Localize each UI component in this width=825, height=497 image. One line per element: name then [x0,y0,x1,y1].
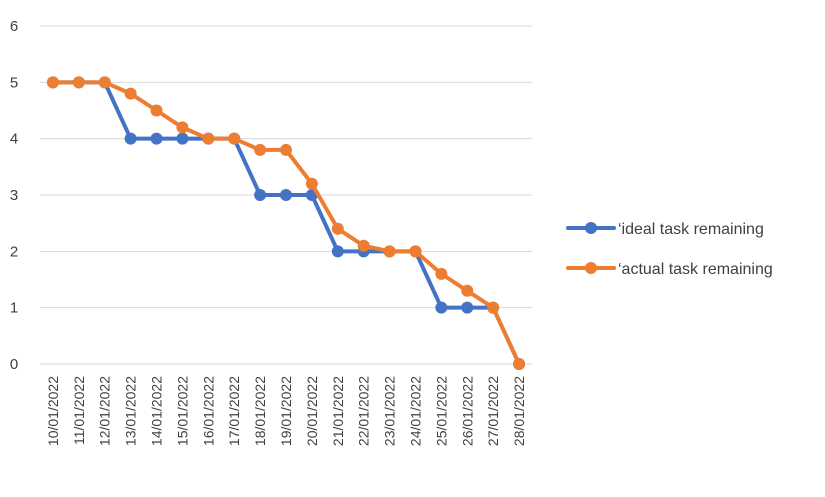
x-tick-label: 11/01/2022 [71,376,87,445]
data-point [176,121,189,134]
series-2 [46,76,526,370]
legend-swatch-marker [585,222,597,234]
data-point [383,245,396,258]
x-tick-label: 17/01/2022 [226,376,242,446]
series-line [50,80,522,366]
data-point [228,132,241,145]
x-tick-label: 22/01/2022 [356,376,372,446]
data-point [254,143,267,156]
x-tick-label: 16/01/2022 [200,376,216,446]
x-tick-label: 19/01/2022 [278,376,294,446]
data-point [461,301,474,314]
data-point [409,245,422,258]
x-tick-label: 18/01/2022 [252,376,268,446]
data-point [280,143,292,156]
x-tick-label: 12/01/2022 [97,376,113,446]
data-point [435,267,448,280]
y-tick-label: 1 [10,300,18,317]
y-tick-label: 5 [10,74,18,91]
y-tick-label: 0 [10,356,18,373]
x-tick-label: 13/01/2022 [123,376,139,446]
x-tick-label: 27/01/2022 [485,376,501,446]
data-point [124,87,137,100]
series-1 [46,76,526,370]
data-point [331,245,344,258]
data-point [254,189,267,201]
y-tick-label: 3 [10,187,18,204]
x-axis-ticks: 10/01/2022 11/01/2022 12/01/2022 13/01/2022… [45,376,527,446]
data-point [461,284,474,297]
legend: ‘ideal task remaining ‘actual task remain… [566,221,773,278]
legend-label: ‘actual task remaining [618,261,773,278]
data-point [202,132,215,145]
data-point [150,104,163,117]
data-point [331,222,344,235]
data-point [72,76,85,89]
x-tick-label: 20/01/2022 [304,376,320,446]
data-point [280,189,292,201]
y-axis-ticks: 0 1 2 3 4 5 6 [10,18,18,373]
x-tick-label: 26/01/2022 [459,376,475,446]
data-point [513,358,526,370]
data-point [46,76,59,89]
x-tick-label: 14/01/2022 [149,376,165,446]
y-tick-label: 2 [10,243,18,260]
y-tick-label: 4 [10,131,18,148]
data-point [487,301,500,314]
x-tick-label: 25/01/2022 [433,376,449,446]
legend-item: ‘ideal task remaining [566,221,764,238]
x-tick-label: 23/01/2022 [382,376,398,446]
x-tick-label: 28/01/2022 [511,376,527,446]
data-point [305,177,318,190]
data-point [357,239,370,252]
y-tick-label: 6 [10,18,18,35]
gridlines [40,25,532,365]
series-lines [46,76,526,370]
legend-label: ‘ideal task remaining [618,221,764,238]
x-tick-label: 21/01/2022 [330,376,346,446]
data-point [98,76,111,89]
x-tick-label: 15/01/2022 [174,376,190,446]
x-tick-label: 24/01/2022 [407,376,423,446]
x-tick-label: 10/01/2022 [45,376,61,446]
legend-item: ‘actual task remaining [566,261,773,278]
data-point [150,132,163,145]
legend-swatch-marker [585,262,597,274]
data-point [176,132,189,145]
data-point [124,132,137,145]
data-point [435,301,448,314]
